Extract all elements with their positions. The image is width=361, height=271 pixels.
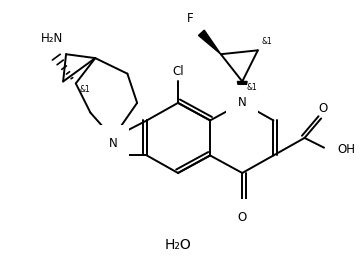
Text: &1: &1 [262,37,273,46]
Text: &1: &1 [246,83,257,92]
Text: O: O [238,211,247,224]
Text: O: O [318,102,328,115]
Text: H₂O: H₂O [165,238,191,252]
Text: N: N [108,137,117,150]
Text: OH: OH [338,143,356,156]
Text: Cl: Cl [172,65,184,78]
Text: F: F [187,12,193,25]
Text: H₂N: H₂N [41,33,64,46]
Polygon shape [199,30,221,54]
Polygon shape [238,82,247,103]
Text: F: F [106,149,113,162]
Text: N: N [238,96,247,109]
Text: &1: &1 [80,85,91,94]
